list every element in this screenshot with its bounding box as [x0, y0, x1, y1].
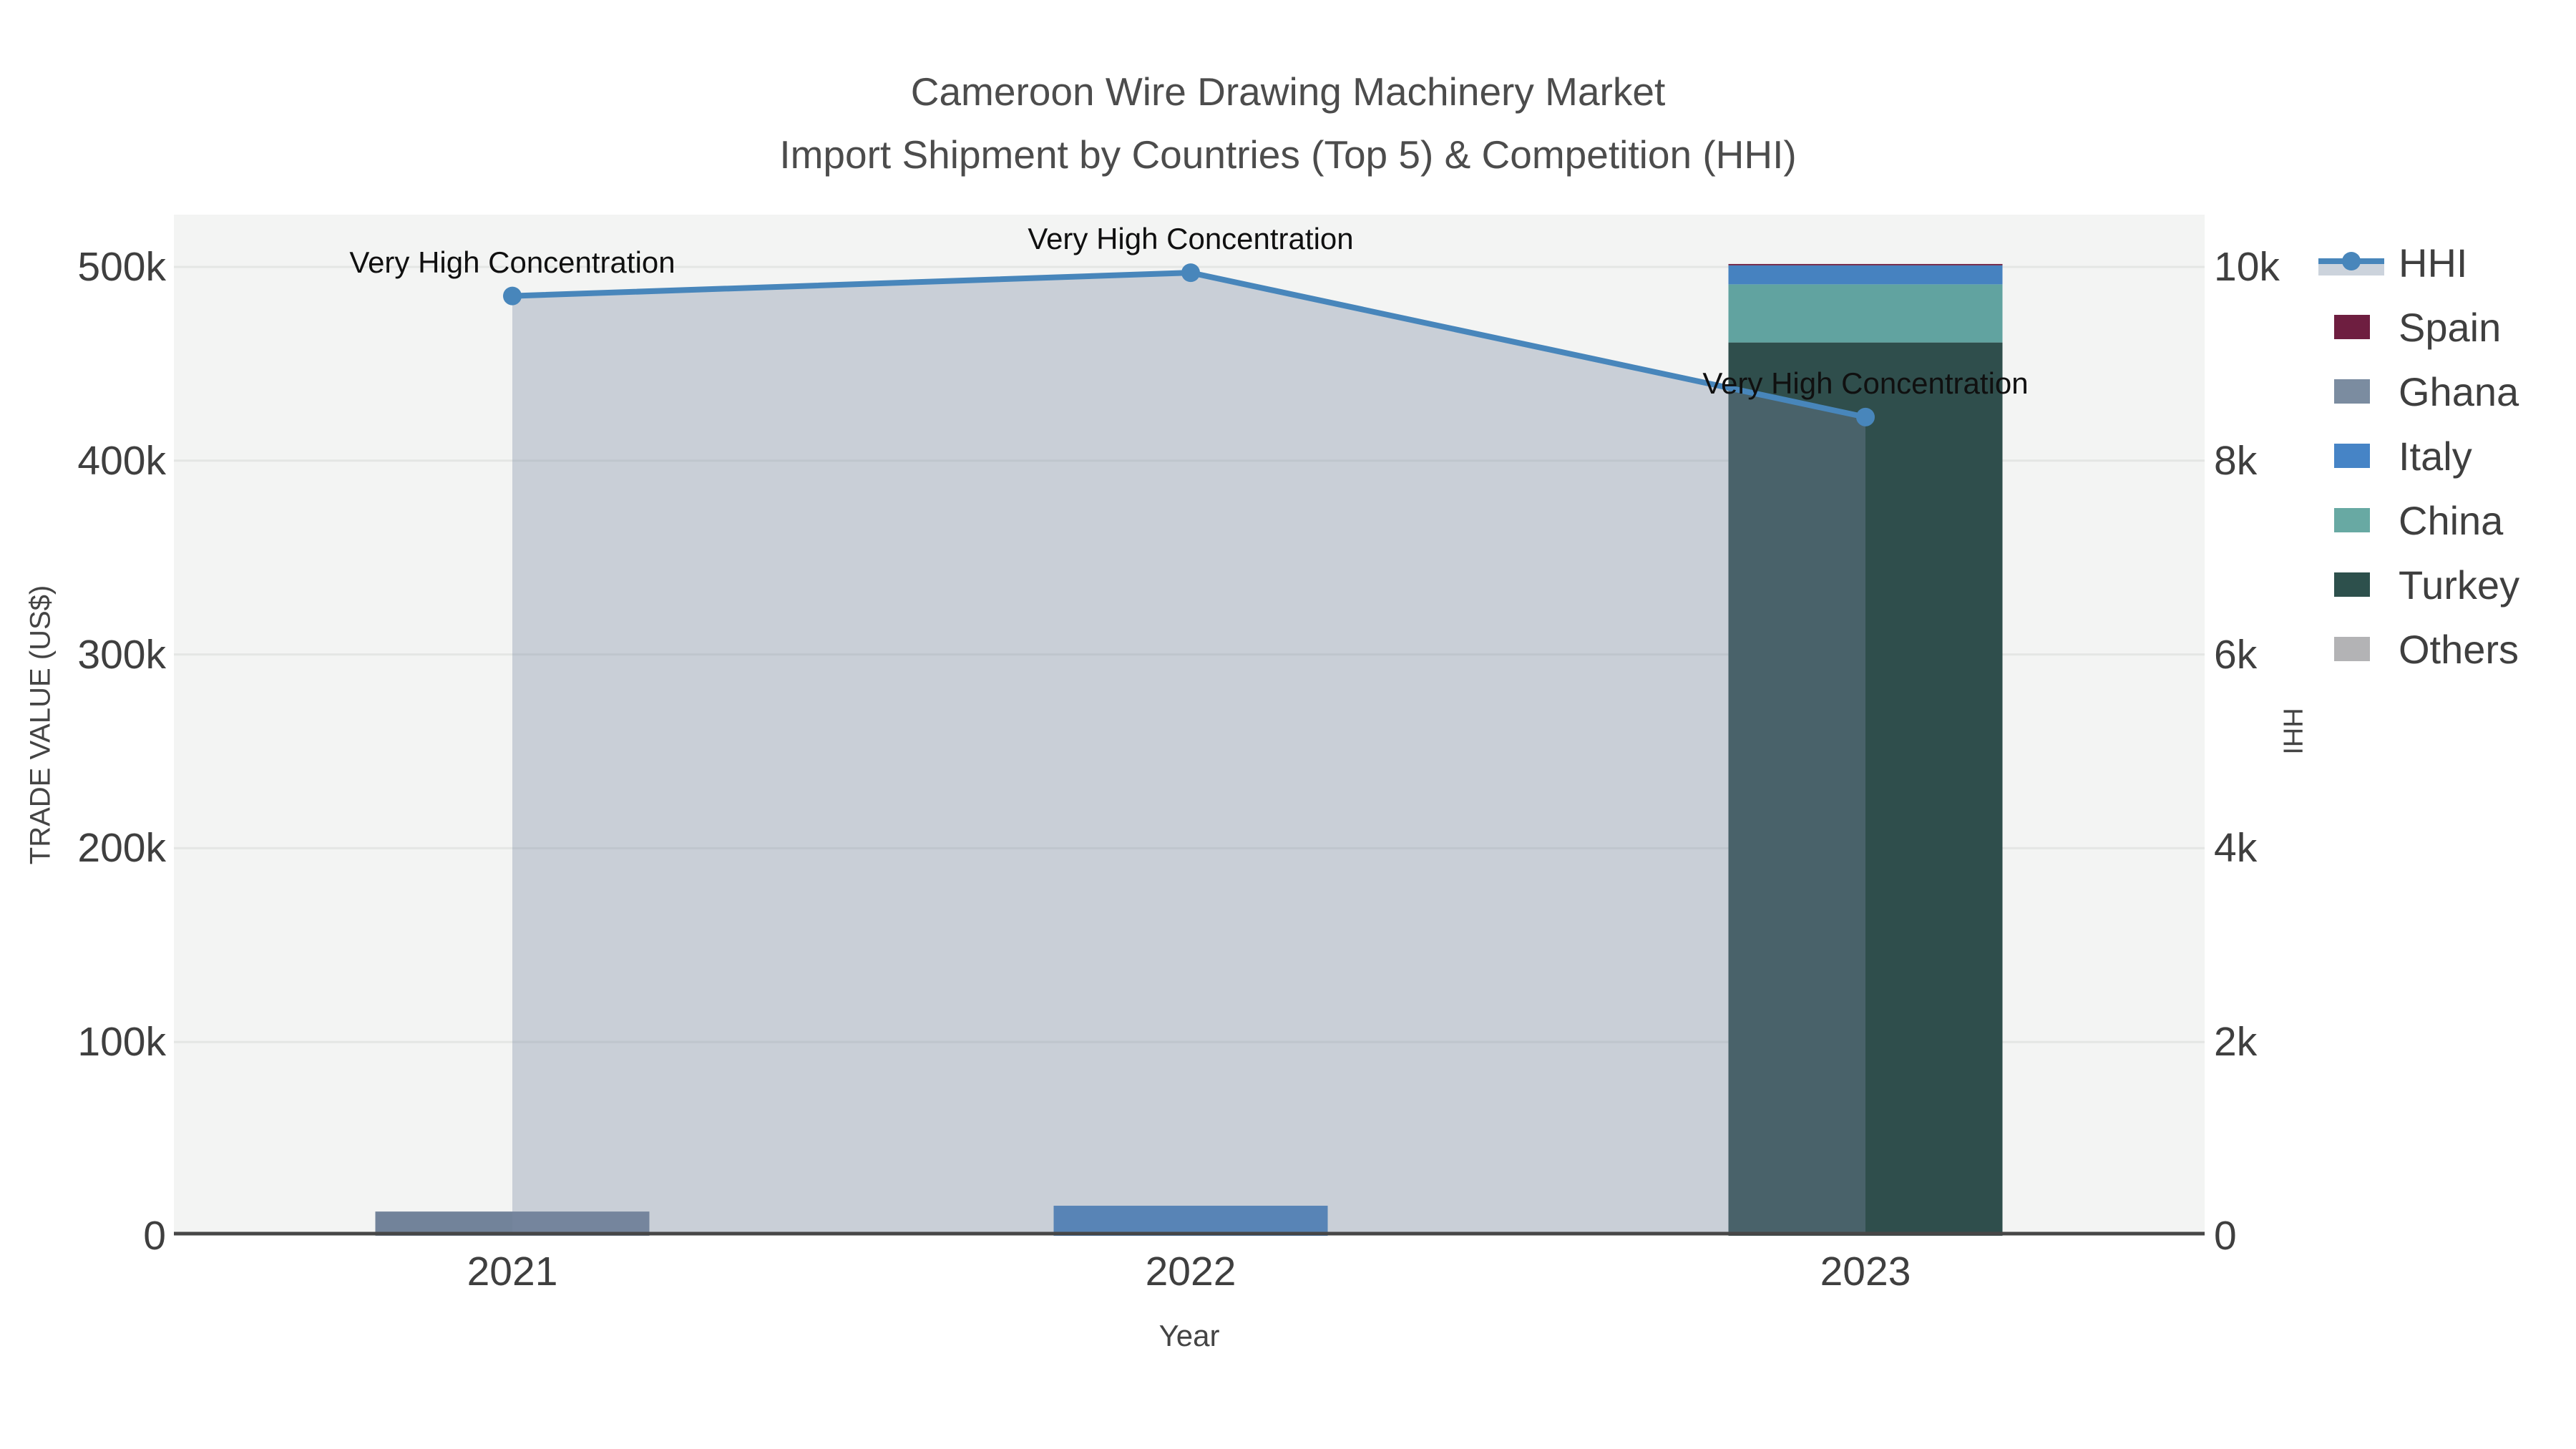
y-left-axis-title: TRADE VALUE (US$) [24, 585, 57, 865]
bar-china-2023 [1728, 284, 2003, 343]
legend-entry-hhi[interactable]: HHI [2318, 230, 2519, 295]
legend-swatch-icon [2318, 315, 2390, 339]
legend-dot-icon [2342, 252, 2361, 270]
y-right-tick-8k: 8k [2214, 437, 2258, 484]
legend-entry-others[interactable]: Others [2318, 617, 2519, 681]
legend-label-spain: Spain [2399, 304, 2502, 350]
y-right-tick-2k: 2k [2214, 1019, 2258, 1065]
legend-swatch-icon [2318, 379, 2390, 404]
legend-label-others: Others [2399, 626, 2519, 672]
legend-swatch-ghana [2334, 379, 2370, 404]
x-axis-title: Year [1158, 1319, 1220, 1352]
legend-swatch-spain [2334, 315, 2370, 339]
legend-entry-spain[interactable]: Spain [2318, 295, 2519, 359]
legend: HHI Spain Ghana Italy China Turkey Others [2318, 230, 2519, 681]
hhi-point-2023 [1856, 407, 1875, 426]
x-tick-2023: 2023 [1820, 1249, 1911, 1294]
legend-swatch-china [2334, 508, 2370, 532]
legend-swatch-turkey [2334, 572, 2370, 597]
x-tick-2022: 2022 [1145, 1249, 1236, 1294]
legend-label-china: China [2399, 497, 2504, 543]
legend-label-italy: Italy [2399, 433, 2472, 479]
legend-swatch-icon [2318, 508, 2390, 532]
bar-spain-2023 [1728, 263, 2003, 265]
legend-label-turkey: Turkey [2399, 562, 2520, 608]
y-right-tick-0: 0 [2214, 1213, 2237, 1259]
y-left-tick-300k: 300k [77, 631, 166, 678]
annotation-2023: Very High Concentration [1702, 366, 2029, 400]
bar-italy-2022 [1053, 1206, 1328, 1236]
hhi-line-sample [2318, 247, 2384, 278]
annotation-2022: Very High Concentration [1028, 222, 1354, 256]
legend-swatch-icon [2318, 572, 2390, 597]
bar-italy-2023 [1728, 265, 2003, 285]
y-left-tick-500k: 500k [77, 244, 166, 290]
legend-swatch-icon [2318, 637, 2390, 661]
annotation-2021: Very High Concentration [349, 245, 675, 279]
y-right-tick-6k: 6k [2214, 631, 2258, 678]
bar-turkey-2023 [1728, 342, 2003, 1236]
y-left-tick-100k: 100k [77, 1019, 166, 1065]
y-right-tick-10k: 10k [2214, 244, 2280, 290]
hhi-point-2022 [1181, 263, 1200, 283]
legend-entry-turkey[interactable]: Turkey [2318, 552, 2519, 617]
legend-swatch-icon [2318, 444, 2390, 468]
legend-line-marker-icon [2318, 247, 2390, 278]
hhi-point-2021 [503, 286, 522, 306]
chart-title-line1: Cameroon Wire Drawing Machinery Market [910, 69, 1666, 114]
legend-swatch-others [2334, 637, 2370, 661]
y-left-tick-400k: 400k [77, 437, 166, 484]
hhi-area-fill [512, 273, 1865, 1234]
legend-label-hhi: HHI [2399, 240, 2468, 286]
chart-title: Cameroon Wire Drawing Machinery Market I… [0, 60, 2576, 186]
legend-entry-china[interactable]: China [2318, 488, 2519, 552]
y-right-axis-title: HHI [2277, 708, 2308, 755]
legend-label-ghana: Ghana [2399, 369, 2519, 414]
x-tick-2021: 2021 [467, 1249, 558, 1294]
y-right-tick-4k: 4k [2214, 825, 2258, 872]
chart-title-line2: Import Shipment by Countries (Top 5) & C… [779, 132, 1797, 177]
y-left-tick-200k: 200k [77, 825, 166, 872]
legend-swatch-italy [2334, 444, 2370, 468]
bar-ghana-2021 [375, 1211, 650, 1236]
plot-svg [174, 263, 2205, 1236]
y-left-tick-0: 0 [143, 1213, 166, 1259]
legend-entry-ghana[interactable]: Ghana [2318, 359, 2519, 424]
legend-entry-italy[interactable]: Italy [2318, 424, 2519, 488]
